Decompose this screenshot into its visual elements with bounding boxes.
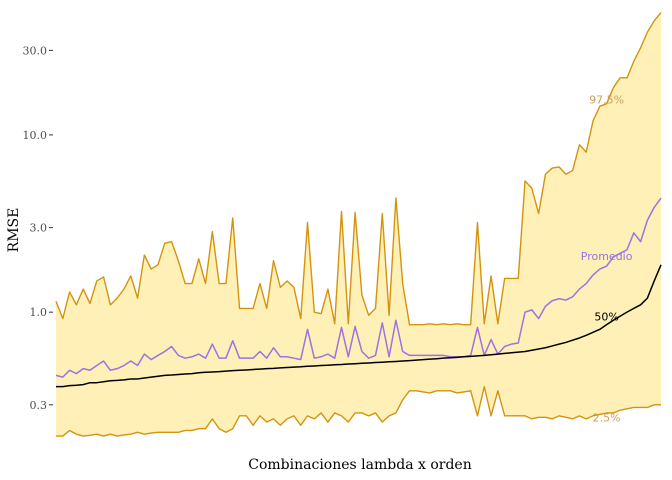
y-tick-label: 3.0: [30, 222, 48, 235]
y-tick-label: 10.0: [23, 129, 48, 142]
y-axis-title: RMSE: [6, 208, 22, 253]
y-tick-label: 1.0: [30, 306, 48, 319]
x-axis-title: Combinaciones lambda x orden: [248, 457, 471, 473]
y-tick-label: 0.3: [30, 399, 48, 412]
label-97-5: 97.5%: [589, 94, 624, 107]
label-2-5: 2.5%: [593, 412, 621, 425]
label-promedio: Promedio: [581, 250, 633, 263]
upper-97-5-line: [55, 12, 662, 326]
quantile-band-area: [56, 12, 661, 437]
y-axis: 0.3 1.0 3.0 10.0 30.0: [23, 44, 53, 412]
label-50: 50%: [594, 311, 618, 324]
series-labels: 97.5% Promedio 50% 2.5%: [581, 94, 633, 425]
lower-2-5-line: [56, 385, 661, 437]
y-tick-label: 30.0: [23, 44, 48, 57]
median-line: [56, 264, 662, 388]
quantile-band-layer: [56, 12, 661, 437]
series-line-layer: [55, 12, 662, 437]
mean-line: [55, 197, 662, 378]
